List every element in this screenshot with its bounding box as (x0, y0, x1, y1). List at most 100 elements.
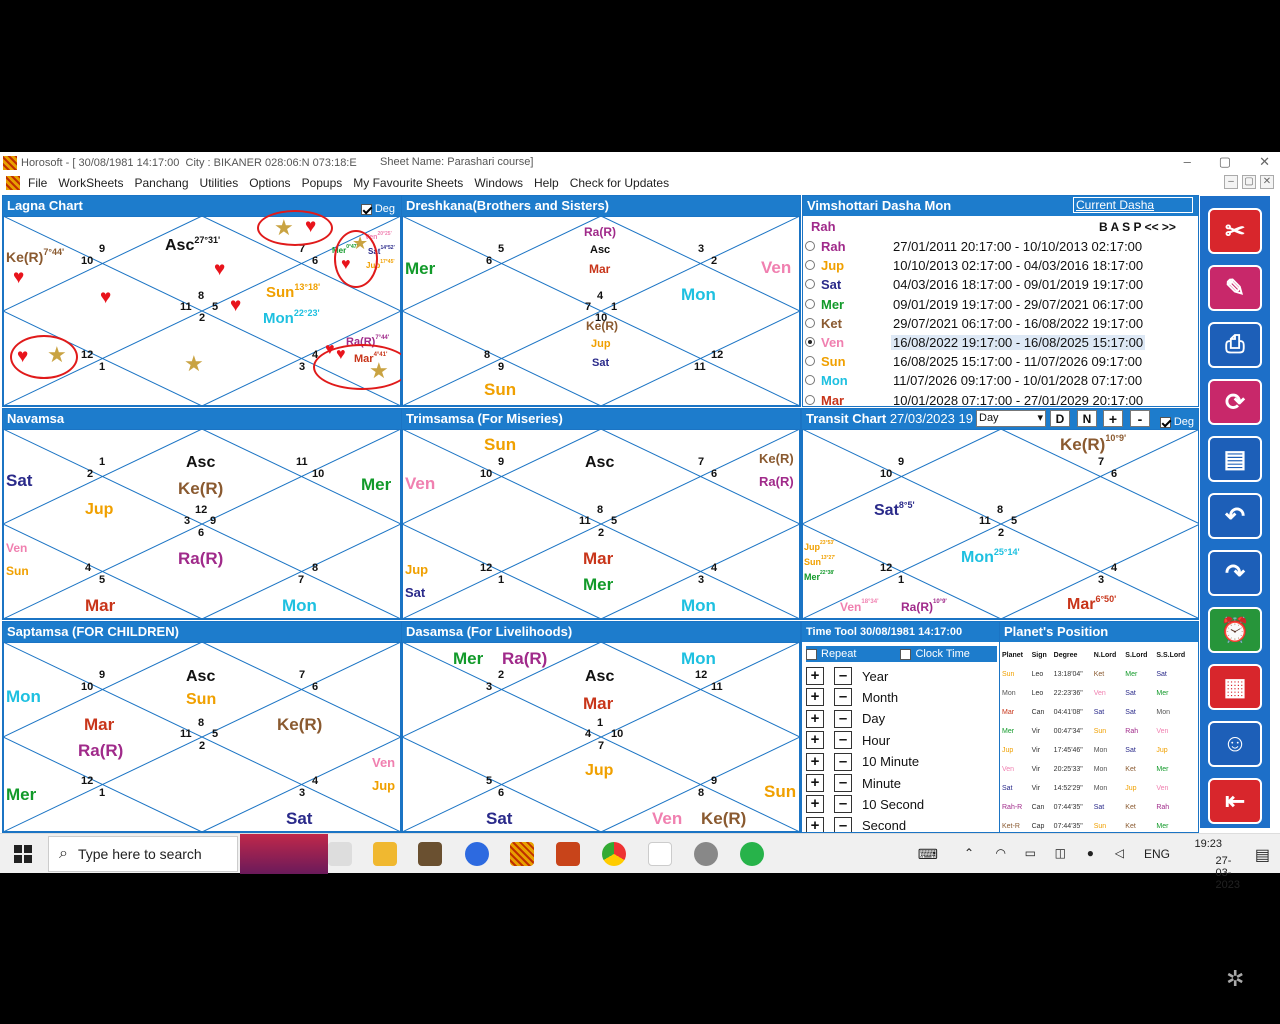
tools-button[interactable]: ✂ (1208, 208, 1262, 254)
planet-sun[interactable]: Sun (484, 435, 517, 454)
menu-check-updates[interactable]: Check for Updates (569, 176, 670, 190)
dasha-row[interactable]: Sat 04/03/2016 18:17:00 - 09/01/2019 19:1… (803, 276, 1198, 295)
clock-date[interactable]: 27-03-2023 (1215, 855, 1240, 891)
dasha-radio[interactable] (805, 317, 815, 328)
increment-button[interactable]: + (806, 667, 824, 685)
planet-asc[interactable]: Asc (585, 668, 615, 685)
planet-sun[interactable]: Sun (186, 691, 217, 708)
menu-options[interactable]: Options (249, 176, 291, 190)
settings-icon[interactable] (694, 842, 718, 866)
volume-icon[interactable]: ◁ (1114, 846, 1124, 860)
decrement-button[interactable]: – (834, 688, 852, 707)
menu-help[interactable]: Help (534, 176, 559, 190)
increment-button[interactable]: + (806, 709, 824, 728)
clock-time-checkbox[interactable] (900, 648, 912, 660)
planet-jupiter[interactable]: Jup (372, 778, 396, 793)
menu-worksheets[interactable]: WorkSheets (58, 176, 124, 190)
planet-ketu[interactable]: Ke(R) (759, 451, 794, 466)
planet-mars[interactable]: Mar (583, 549, 614, 568)
planet-asc[interactable]: Asc (186, 454, 216, 471)
planet-rahu[interactable]: Ra(R) (759, 474, 794, 489)
close-button[interactable]: ✕ (1259, 154, 1270, 169)
planet-moon[interactable]: Mon22°23' (263, 309, 320, 327)
planet-jupiter[interactable]: Jup (85, 501, 114, 518)
language-indicator[interactable]: ENG (1143, 847, 1170, 861)
planet-saturn[interactable]: Sat (592, 357, 610, 369)
decrement-button[interactable]: – (834, 709, 852, 728)
planet-venus[interactable]: Ven (652, 809, 683, 828)
camera-icon[interactable]: ◫ (1054, 846, 1066, 860)
planet-moon[interactable]: Mon (681, 285, 716, 304)
mdi-restore-button[interactable]: ▢ (1242, 175, 1256, 189)
dasha-radio[interactable] (805, 279, 815, 290)
notification-icon[interactable]: ▤ (1254, 847, 1270, 864)
sync-button[interactable]: ⟳ (1208, 379, 1262, 425)
zoom-icon[interactable] (465, 842, 489, 866)
menu-panchang[interactable]: Panchang (134, 176, 189, 190)
dasha-row[interactable]: Jup 10/10/2013 02:17:00 - 04/03/2016 18:1… (803, 257, 1198, 276)
planet-saturn[interactable]: Sat8°5' (874, 501, 915, 519)
decrement-button[interactable]: – (834, 752, 852, 771)
planet-moon[interactable]: Mon (681, 649, 716, 668)
planet-rahu[interactable]: Ra(R)10°9' (901, 599, 947, 613)
planet-rahu[interactable]: Ra(R) (502, 649, 548, 668)
dasha-row[interactable]: Sun 16/08/2025 15:17:00 - 11/07/2026 09:1… (803, 353, 1198, 372)
transit-day-button[interactable]: D (1050, 410, 1070, 427)
planet-venus[interactable]: Ven (761, 258, 792, 277)
planet-saturn[interactable]: Sat (486, 809, 513, 828)
deg-checkbox[interactable] (360, 203, 372, 215)
file-explorer-icon[interactable] (373, 842, 397, 866)
horosoft-taskbar-icon[interactable] (418, 842, 442, 866)
dasha-nav[interactable]: B A S P << >> (1099, 220, 1176, 234)
deg-checkbox[interactable] (1159, 416, 1171, 428)
decrement-button[interactable]: – (834, 774, 852, 792)
planet-ketu[interactable]: Ke(R) (701, 809, 747, 828)
increment-button[interactable]: + (806, 688, 824, 707)
dasha-row[interactable]: Mer 09/01/2019 19:17:00 - 29/07/2021 06:1… (803, 296, 1198, 315)
planet-ketu[interactable]: Ke(R) (178, 479, 224, 498)
dasha-radio[interactable] (805, 394, 815, 405)
transit-step-select[interactable]: Day ▾ (976, 410, 1046, 427)
planet-venus[interactable]: Ven (372, 755, 396, 770)
wifi-icon[interactable]: ◠ (995, 846, 1006, 860)
planet-saturn[interactable]: Sat (405, 585, 426, 600)
dasha-radio[interactable] (805, 356, 815, 367)
calendar-button[interactable]: ▦ (1208, 664, 1262, 710)
current-dasha-button[interactable]: Current Dasha (1073, 197, 1193, 213)
planet-mercury[interactable]: Mer (361, 475, 392, 494)
dasha-radio[interactable] (805, 298, 815, 309)
edit-button[interactable]: ✎ (1208, 265, 1262, 311)
planet-sun[interactable]: Sun (764, 782, 797, 801)
maximize-button[interactable]: ▢ (1218, 154, 1232, 169)
planet-mars[interactable]: Mar (583, 694, 614, 713)
planet-jupiter[interactable]: Jup (405, 562, 429, 577)
increment-button[interactable]: + (806, 795, 824, 814)
clock-time[interactable]: 19:23 (1194, 838, 1222, 850)
planet-sun[interactable]: Sun (6, 564, 29, 578)
planet-mercury[interactable]: Mer (6, 785, 37, 804)
exit-button[interactable]: ⇤ (1208, 778, 1262, 824)
print-button[interactable]: ⎙ (1208, 322, 1262, 368)
settings-gear-icon[interactable]: ✲ (1226, 966, 1245, 991)
planet-ketu[interactable]: Ke(R) (277, 715, 323, 734)
menu-windows[interactable]: Windows (474, 176, 523, 190)
increment-button[interactable]: + (806, 731, 824, 750)
planet-mars[interactable]: Mar (85, 596, 116, 615)
planet-venus[interactable]: Ven (405, 474, 436, 493)
people-button[interactable]: ☺ (1208, 721, 1262, 767)
planet-moon[interactable]: Mon25°14' (961, 548, 1020, 566)
planet-mars[interactable]: Mar (84, 715, 115, 734)
keyboard-icon[interactable]: ⌨ (917, 846, 938, 862)
menu-favourite-sheets[interactable]: My Favourite Sheets (353, 176, 464, 190)
planet-asc[interactable]: Asc27°31' (165, 236, 220, 254)
planet-ketu[interactable]: Ke(R) (586, 319, 618, 333)
planet-saturn[interactable]: Sat (6, 471, 33, 490)
planet-jupiter[interactable]: Jup23°53' (804, 541, 834, 552)
dasha-row[interactable]: Mar 10/01/2028 07:17:00 - 27/01/2029 20:1… (803, 392, 1198, 406)
planet-mars[interactable]: Mar6°50' (1067, 595, 1116, 613)
decrement-button[interactable]: – (834, 816, 852, 832)
transit-night-button[interactable]: N (1077, 410, 1097, 427)
planet-moon[interactable]: Mon (6, 687, 41, 706)
menu-popups[interactable]: Popups (301, 176, 343, 190)
planet-venus[interactable]: Ven (6, 541, 28, 555)
